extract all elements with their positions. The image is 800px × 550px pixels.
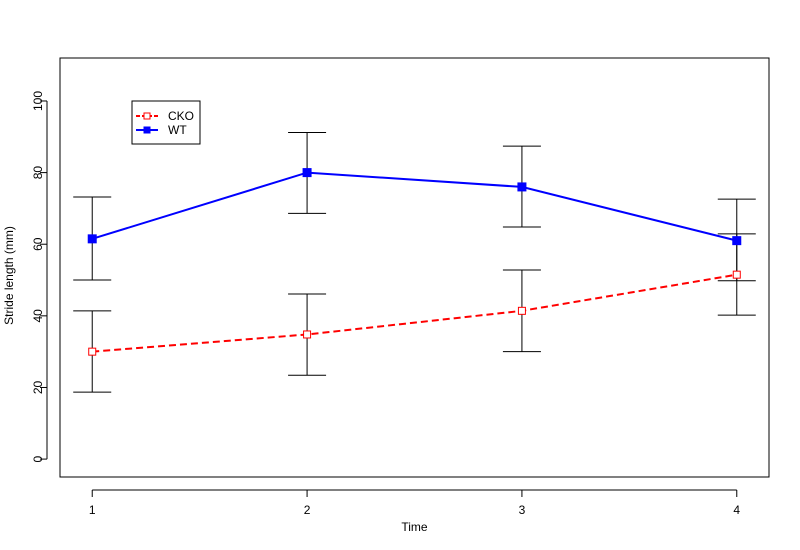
x-axis: 1 2 3 4 bbox=[89, 489, 740, 517]
series-lines-layer bbox=[91, 171, 738, 353]
x-tick-label-4: 4 bbox=[733, 503, 740, 517]
x-tick-label-1: 1 bbox=[89, 503, 96, 517]
y-tick-label-40: 40 bbox=[31, 309, 45, 323]
point-cko-4 bbox=[732, 270, 741, 279]
legend-box bbox=[131, 100, 201, 145]
legend-label-cko: CKO bbox=[168, 109, 194, 123]
x-tick-label-3: 3 bbox=[519, 503, 526, 517]
point-cko-3 bbox=[517, 306, 526, 315]
point-cko-1 bbox=[88, 347, 97, 356]
y-tick-label-80: 80 bbox=[31, 166, 45, 180]
legend-entry-cko: CKO bbox=[136, 109, 194, 123]
legend-label-wt: WT bbox=[168, 123, 187, 137]
series-line-wt bbox=[91, 171, 738, 242]
point-wt-3 bbox=[517, 182, 527, 192]
plot-frame bbox=[59, 57, 770, 478]
point-wt-4 bbox=[732, 236, 742, 246]
legend-swatch-marker-cko bbox=[143, 112, 151, 120]
x-axis-title: Time bbox=[401, 520, 428, 534]
legend-entry-wt: WT bbox=[136, 123, 187, 137]
point-cko-2 bbox=[303, 330, 312, 339]
y-axis-title: Stride length (mm) bbox=[2, 226, 16, 325]
y-axis: 0 20 40 60 80 100 bbox=[31, 91, 48, 462]
series-markers-layer bbox=[87, 168, 742, 356]
x-tick-label-2: 2 bbox=[304, 503, 311, 517]
point-wt-1 bbox=[87, 234, 97, 244]
y-tick-label-100: 100 bbox=[31, 91, 45, 111]
error-bars-layer bbox=[73, 131, 756, 393]
legend-swatch-marker-wt bbox=[143, 126, 151, 134]
series-line-cko bbox=[92, 273, 737, 353]
y-tick-label-60: 60 bbox=[31, 237, 45, 251]
legend: CKO WT bbox=[131, 100, 201, 145]
y-tick-label-0: 0 bbox=[31, 455, 45, 462]
y-tick-label-20: 20 bbox=[31, 380, 45, 394]
point-wt-2 bbox=[302, 168, 312, 178]
